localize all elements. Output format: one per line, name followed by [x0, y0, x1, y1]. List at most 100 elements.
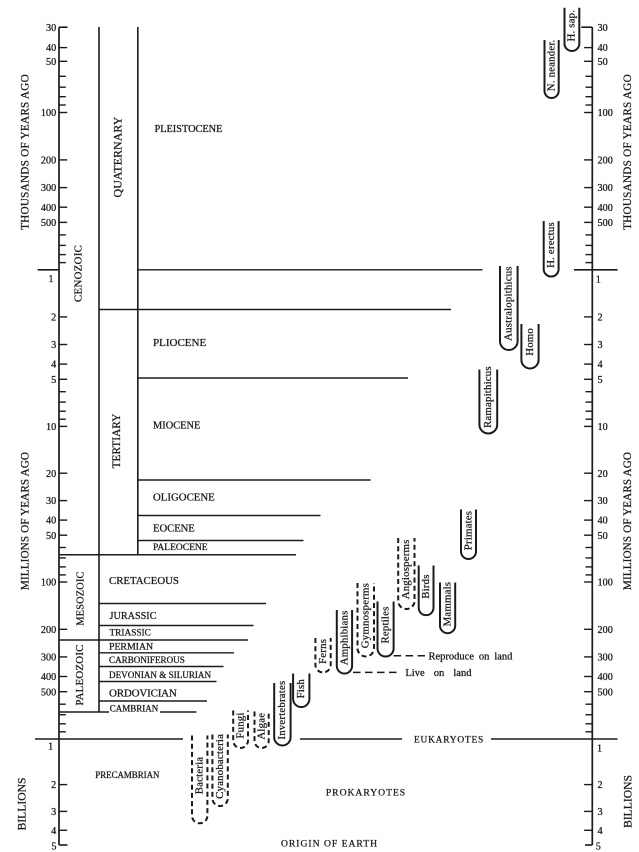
svg-text:BILLIONS: BILLIONS: [622, 775, 635, 828]
svg-text:40: 40: [598, 43, 608, 54]
svg-text:EUKARYOTES: EUKARYOTES: [414, 736, 484, 746]
svg-text:200: 200: [41, 625, 56, 636]
svg-text:1: 1: [597, 744, 602, 755]
svg-text:PRECAMBRIAN: PRECAMBRIAN: [95, 770, 160, 780]
svg-text:100: 100: [41, 578, 56, 589]
svg-text:400: 400: [41, 672, 56, 683]
svg-text:300: 300: [598, 183, 613, 194]
svg-text:Gymnosperms: Gymnosperms: [360, 583, 372, 648]
svg-text:400: 400: [598, 203, 613, 214]
svg-text:EOCENE: EOCENE: [153, 524, 195, 535]
svg-text:4: 4: [51, 826, 56, 837]
svg-text:MILLIONS OF YEARS AGO: MILLIONS OF YEARS AGO: [19, 452, 31, 590]
svg-text:PALEOCENE: PALEOCENE: [153, 543, 208, 553]
svg-text:100: 100: [598, 108, 613, 119]
svg-text:4: 4: [51, 360, 56, 371]
svg-text:TERTIARY: TERTIARY: [111, 414, 123, 469]
svg-text:5: 5: [51, 841, 56, 852]
svg-text:Reptiles: Reptiles: [379, 607, 391, 644]
svg-text:10: 10: [598, 422, 608, 433]
svg-text:40: 40: [598, 516, 608, 527]
svg-text:TRIASSIC: TRIASSIC: [110, 628, 151, 638]
svg-text:5: 5: [596, 841, 601, 852]
svg-text:300: 300: [41, 183, 56, 194]
svg-text:Primates: Primates: [462, 511, 474, 550]
svg-text:300: 300: [41, 653, 56, 664]
svg-text:ORDOVICIAN: ORDOVICIAN: [109, 687, 177, 699]
svg-text:500: 500: [41, 687, 56, 698]
svg-text:3: 3: [51, 807, 56, 818]
svg-text:QUATERNARY: QUATERNARY: [111, 116, 125, 197]
svg-text:Fungi: Fungi: [234, 712, 246, 738]
svg-text:DEVONIAN & SILURIAN: DEVONIAN & SILURIAN: [109, 670, 211, 680]
svg-text:50: 50: [46, 531, 56, 542]
svg-text:MESOZOIC: MESOZOIC: [76, 571, 87, 625]
svg-text:300: 300: [598, 653, 613, 664]
svg-text:Angiosperms: Angiosperms: [400, 540, 412, 600]
svg-text:50: 50: [598, 57, 608, 68]
svg-text:200: 200: [598, 156, 613, 167]
svg-text:PROKARYOTES: PROKARYOTES: [326, 788, 406, 799]
svg-text:Mammals: Mammals: [441, 582, 453, 627]
svg-text:20: 20: [598, 469, 608, 480]
svg-text:400: 400: [41, 203, 56, 214]
svg-text:Australopithicus: Australopithicus: [503, 266, 515, 341]
svg-text:200: 200: [41, 156, 56, 167]
svg-text:1: 1: [48, 274, 53, 285]
svg-text:ORIGIN OF EARTH: ORIGIN OF EARTH: [281, 838, 378, 849]
svg-text:3: 3: [598, 807, 603, 818]
svg-text:Amphibians: Amphibians: [338, 611, 350, 666]
svg-text:JURASSIC: JURASSIC: [110, 611, 157, 622]
svg-text:Ramapithicus: Ramapithicus: [482, 366, 494, 428]
svg-text:40: 40: [46, 43, 56, 54]
svg-text:4: 4: [598, 826, 603, 837]
svg-text:PALEOZOIC: PALEOZOIC: [74, 644, 86, 705]
svg-text:40: 40: [46, 516, 56, 527]
svg-text:PLEISTOCENE: PLEISTOCENE: [155, 124, 223, 135]
svg-text:Ferns: Ferns: [317, 639, 329, 664]
svg-text:3: 3: [51, 340, 56, 351]
svg-text:2: 2: [598, 313, 603, 324]
svg-text:CAMBRIAN: CAMBRIAN: [110, 703, 159, 713]
svg-text:30: 30: [598, 23, 608, 34]
svg-text:2: 2: [598, 780, 603, 791]
svg-text:200: 200: [598, 625, 613, 636]
svg-text:30: 30: [46, 23, 56, 34]
svg-text:PERMIAN: PERMIAN: [109, 641, 153, 652]
svg-text:MIOCENE: MIOCENE: [153, 421, 200, 432]
svg-text:H. sap.: H. sap.: [566, 10, 578, 42]
svg-text:500: 500: [598, 687, 613, 698]
svg-text:1: 1: [596, 274, 601, 285]
svg-text:Fish: Fish: [295, 679, 307, 699]
svg-text:500: 500: [41, 218, 56, 229]
svg-text:50: 50: [598, 531, 608, 542]
svg-text:2: 2: [51, 313, 56, 324]
svg-text:5: 5: [51, 375, 56, 386]
svg-text:CRETACEOUS: CRETACEOUS: [109, 575, 179, 587]
svg-text:2: 2: [51, 780, 56, 791]
svg-text:500: 500: [598, 218, 613, 229]
svg-text:THOUSANDS OF YEARS AGO: THOUSANDS OF YEARS AGO: [19, 74, 31, 230]
svg-text:Invertebrates: Invertebrates: [276, 681, 288, 740]
svg-text:30: 30: [46, 496, 56, 507]
svg-text:Live on land: Live on land: [405, 668, 472, 679]
svg-text:1: 1: [48, 742, 53, 753]
svg-text:CARBONIFEROUS: CARBONIFEROUS: [109, 655, 185, 665]
svg-text:Cyanobacteria: Cyanobacteria: [214, 734, 226, 799]
svg-text:3: 3: [598, 340, 603, 351]
svg-text:30: 30: [598, 496, 608, 507]
svg-text:CENOZOIC: CENOZOIC: [73, 245, 85, 302]
svg-text:400: 400: [598, 672, 613, 683]
svg-text:Reproduce on land: Reproduce on land: [429, 652, 514, 663]
svg-text:5: 5: [598, 375, 603, 386]
svg-text:OLIGOCENE: OLIGOCENE: [153, 492, 215, 504]
svg-text:BILLIONS: BILLIONS: [16, 778, 29, 831]
svg-text:MILLIONS OF YEARS AGO: MILLIONS OF YEARS AGO: [622, 452, 634, 590]
svg-text:100: 100: [41, 108, 56, 119]
svg-text:Bacteria: Bacteria: [194, 757, 206, 795]
svg-text:100: 100: [598, 578, 613, 589]
svg-text:H. erectus: H. erectus: [545, 222, 557, 268]
svg-text:Algae: Algae: [255, 713, 267, 740]
svg-text:50: 50: [46, 57, 56, 68]
svg-text:Homo: Homo: [524, 328, 536, 356]
